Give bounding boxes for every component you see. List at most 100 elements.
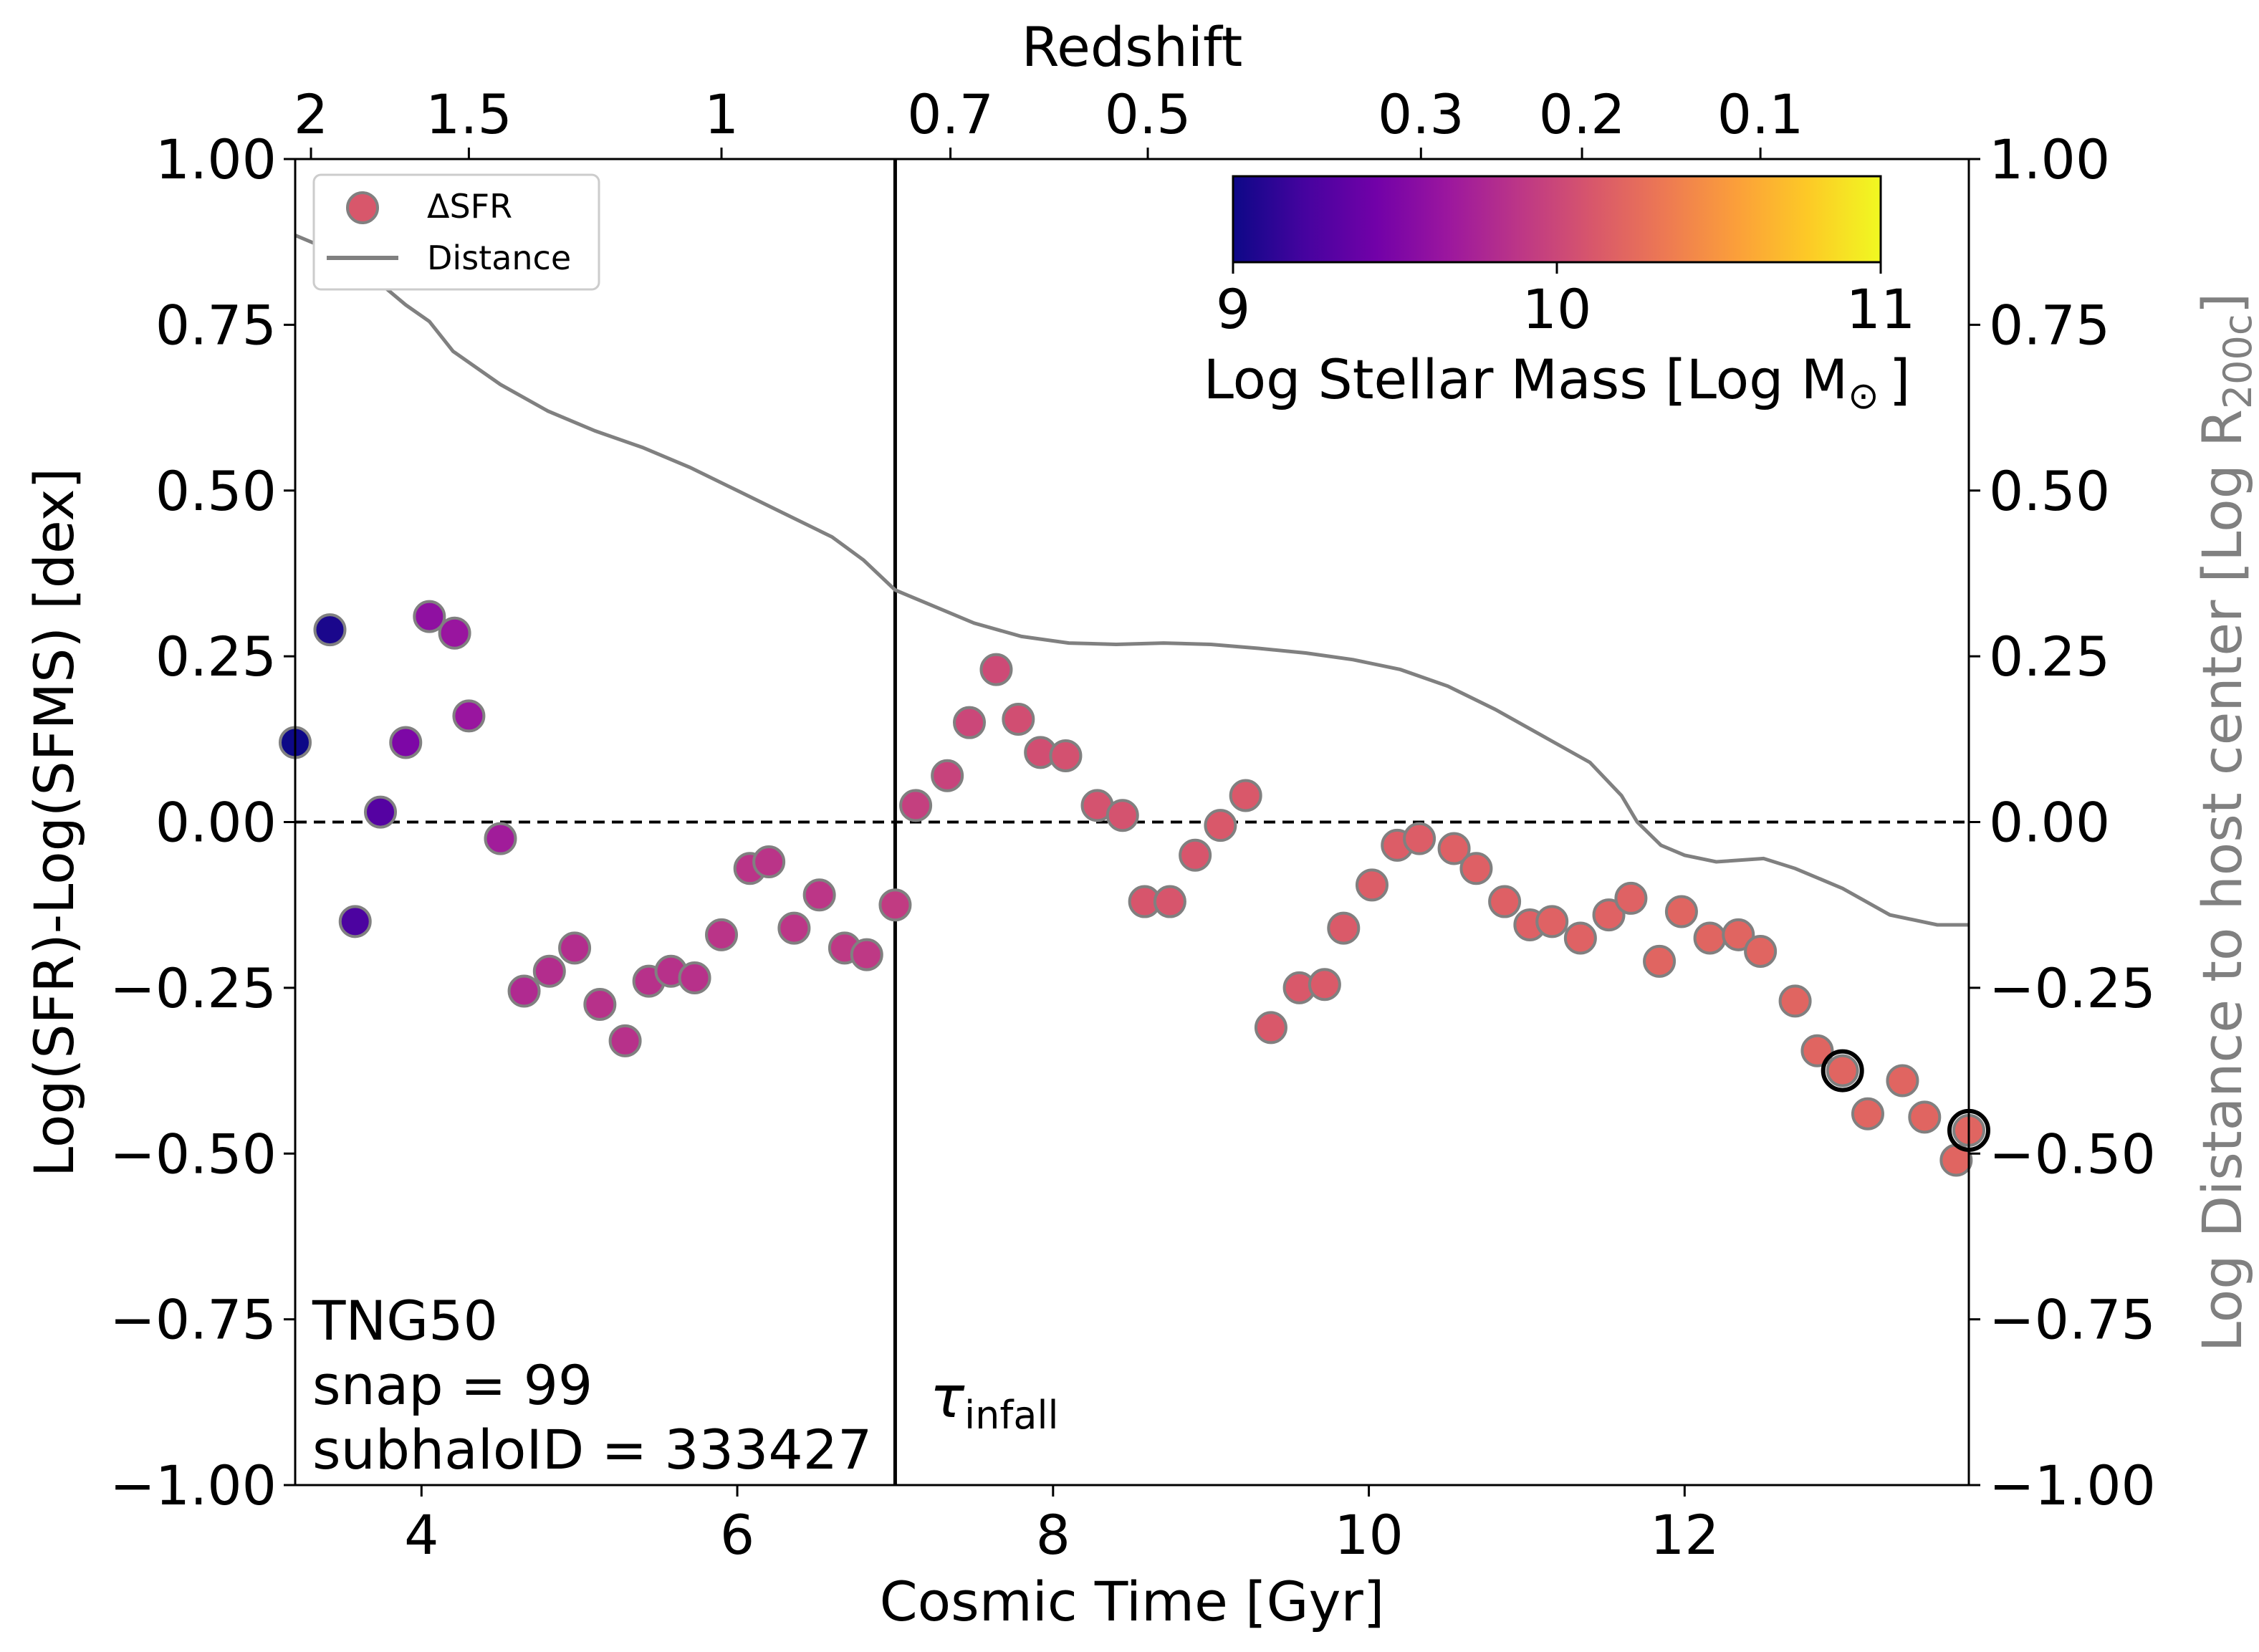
dsfr-point-12	[583, 988, 617, 1022]
legend-distance-label: Distance	[427, 239, 571, 277]
legend-dsfr-label: ΔSFR	[427, 187, 512, 226]
annotation-line-1: TNG50	[312, 1289, 498, 1353]
colorbar-tick-label-0: 9	[1216, 277, 1250, 341]
dsfr-point-20	[777, 911, 811, 945]
x-tick-label-0: 4	[404, 1503, 438, 1567]
annotation: TNG50 snap = 99 subhaloID = 333427	[312, 1289, 872, 1481]
redshift-tick-label-2: 1	[704, 82, 739, 146]
dsfr-point-25	[899, 789, 933, 822]
dsfr-point-59	[1778, 984, 1812, 1018]
y-axis-label: Log(SFR)-Log(SFMS) [dex]	[22, 468, 86, 1177]
y2-tick-label-3: 0.25	[1989, 625, 2110, 688]
y2-tick-label-2: 0.50	[1989, 459, 2110, 523]
dsfr-point-8	[484, 822, 517, 855]
y-tick-label-0: 1.00	[155, 128, 277, 191]
y-tick-label-1: 0.75	[155, 293, 277, 357]
redshift-tick-label-5: 0.3	[1378, 82, 1464, 146]
dsfr-point-63	[1886, 1064, 1919, 1098]
colorbar-ticks: 9 10 11	[1216, 262, 1916, 341]
dsfr-point-17	[705, 918, 739, 951]
distance-series	[295, 234, 1969, 927]
distance-line	[295, 234, 1969, 927]
y2-tick-label-1: 0.75	[1989, 293, 2110, 357]
y-axis-ticks-right: 1.00 0.75 0.50 0.25 0.00 −0.25 −0.50 −0.75 −1.00	[1969, 128, 2156, 1517]
redshift-tick-label-4: 0.5	[1105, 82, 1191, 146]
colorbar-tick-label-1: 10	[1522, 277, 1592, 341]
dsfr-point-55	[1664, 895, 1698, 928]
colorbar-label-main: Log Stellar Mass [Log M	[1204, 347, 1848, 411]
dsfr-point-47	[1459, 852, 1493, 885]
dsfr-point-3	[364, 795, 398, 829]
legend-box	[312, 173, 600, 291]
y2-tick-label-5: −0.25	[1989, 956, 2156, 1020]
redshift-tick-label-1: 1.5	[426, 82, 512, 146]
dsfr-point-46	[1437, 832, 1471, 865]
dsfr-point-43	[1355, 868, 1389, 902]
dsfr-point-51	[1563, 921, 1597, 955]
dsfr-point-33	[1105, 799, 1139, 832]
y-tick-label-7: −0.75	[110, 1288, 277, 1352]
colorbar-tick-label-2: 11	[1846, 277, 1916, 341]
dsfr-point-4	[389, 726, 423, 759]
colorbar-label-end: ]	[1889, 347, 1911, 411]
dsfr-point-13	[608, 1024, 642, 1057]
dsfr-point-52	[1592, 898, 1626, 932]
dsfr-point-28	[979, 653, 1013, 686]
annotation-line-3: subhaloID = 333427	[312, 1418, 872, 1481]
dsfr-point-36	[1179, 838, 1212, 872]
x-tick-label-4: 12	[1650, 1503, 1720, 1567]
dsfr-point-41	[1308, 968, 1341, 1002]
dsfr-point-35	[1153, 885, 1186, 918]
y2-tick-label-6: −0.50	[1989, 1122, 2156, 1186]
y-axis-ticks-left: 1.00 0.75 0.50 0.25 0.00 −0.25 −0.50 −0.75 −1.00	[110, 128, 295, 1517]
annotation-line-2: snap = 99	[312, 1353, 593, 1417]
redshift-tick-label-0: 2	[294, 82, 328, 146]
y-tick-label-5: −0.25	[110, 956, 277, 1020]
infall-label-sub: infall	[964, 1393, 1058, 1438]
colorbar: 9 10 11 Log Stellar Mass [Log M⊙]	[1204, 175, 1916, 418]
infall-label-tau: τ	[930, 1364, 965, 1431]
reference-lines	[295, 159, 1969, 1485]
dsfr-point-61	[1826, 1054, 1859, 1087]
dsfr-point-60	[1800, 1034, 1834, 1067]
dsfr-point-29	[1002, 703, 1035, 736]
dsfr-point-48	[1488, 885, 1522, 918]
x-tick-label-1: 6	[720, 1503, 754, 1567]
dsfr-series	[279, 600, 1985, 1177]
dsfr-point-7	[452, 699, 486, 733]
dsfr-point-11	[558, 931, 592, 965]
dsfr-point-54	[1643, 944, 1677, 978]
redshift-tick-label-7: 0.1	[1717, 82, 1804, 146]
colorbar-gradient	[1232, 175, 1882, 264]
dsfr-point-37	[1204, 809, 1237, 842]
y-tick-label-2: 0.50	[155, 459, 277, 523]
dsfr-point-24	[878, 888, 912, 922]
dsfr-point-19	[752, 845, 786, 879]
highlight-ring-0	[1821, 1049, 1864, 1092]
x-axis-label: Cosmic Time [Gyr]	[880, 1570, 1385, 1633]
dsfr-point-16	[678, 961, 711, 994]
redshift-tick-label-3: 0.7	[907, 82, 994, 146]
dsfr-point-57	[1722, 918, 1755, 951]
y2-tick-label-4: 0.00	[1989, 791, 2110, 855]
legend-dsfr-marker	[346, 191, 379, 224]
dsfr-point-45	[1403, 822, 1437, 855]
y-tick-label-8: −1.00	[110, 1454, 277, 1517]
dsfr-point-2	[338, 905, 372, 938]
dsfr-point-27	[953, 706, 987, 739]
y2-tick-label-7: −0.75	[1989, 1288, 2156, 1352]
infall-label: τinfall	[930, 1364, 1059, 1438]
y-tick-label-4: 0.00	[155, 791, 277, 855]
redshift-axis-label: Redshift	[1022, 15, 1243, 79]
dsfr-point-21	[802, 878, 836, 912]
x-tick-label-3: 10	[1334, 1503, 1404, 1567]
x-axis-ticks: 4 6 8 10 12	[404, 1485, 1720, 1567]
dsfr-point-50	[1535, 905, 1569, 938]
dsfr-point-38	[1229, 779, 1262, 812]
dsfr-point-1	[313, 613, 347, 647]
dsfr-point-53	[1614, 881, 1648, 915]
dsfr-point-31	[1049, 739, 1083, 772]
x-tick-label-2: 8	[1036, 1503, 1070, 1567]
y-axis-label-right: Log Distance to host center [Log R200c]	[2190, 293, 2259, 1353]
